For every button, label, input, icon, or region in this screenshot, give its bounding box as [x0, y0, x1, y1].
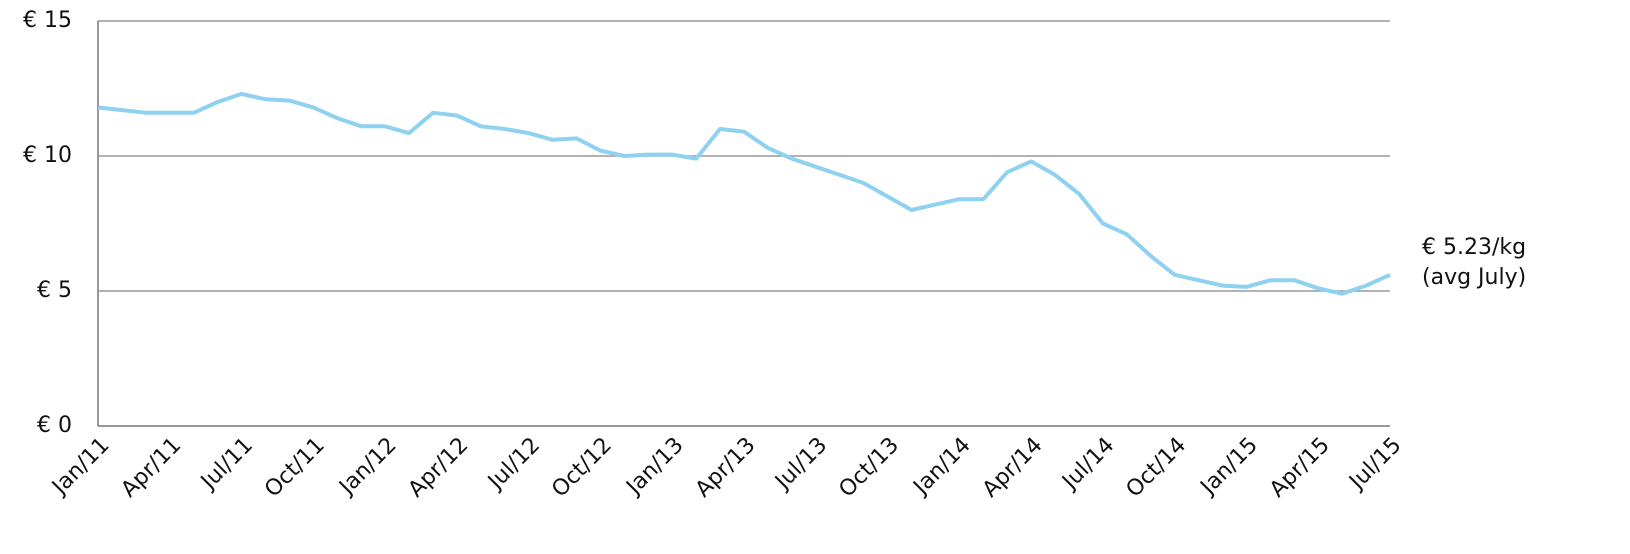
x-tick-label: Apr/15: [1265, 433, 1335, 503]
y-tick-label: € 15: [23, 8, 72, 33]
line-series: [97, 91, 1391, 296]
x-tick-label: Jan/11: [46, 433, 114, 501]
x-tick-label: Jan/15: [1195, 433, 1263, 501]
x-tick-label: Jul/15: [1344, 433, 1407, 496]
x-tick-label: Jul/14: [1056, 433, 1119, 496]
x-tick-label: Oct/13: [834, 433, 904, 503]
x-tick-label: Jul/13: [769, 433, 832, 496]
y-tick-label: € 0: [37, 413, 72, 438]
x-tick-label: Oct/11: [260, 433, 330, 503]
x-tick-label: Jul/11: [195, 433, 258, 496]
x-tick-label: Jan/12: [333, 433, 401, 501]
x-tick-label: Jul/12: [482, 433, 545, 496]
x-tick-label: Jan/14: [908, 433, 976, 501]
y-tick-label: € 5: [37, 278, 72, 303]
x-tick-label: Apr/14: [978, 433, 1048, 503]
x-tick-label: Oct/12: [547, 433, 617, 503]
x-tick-label: Apr/12: [404, 433, 474, 503]
annotation: € 5.23/kg: [1422, 235, 1526, 260]
x-tick-label: Apr/11: [117, 433, 187, 503]
annotation: (avg July): [1422, 265, 1526, 290]
x-tick-label: Oct/14: [1122, 433, 1192, 503]
x-tick-label: Jan/13: [621, 433, 689, 501]
x-tick-label: Apr/13: [691, 433, 761, 503]
y-tick-label: € 10: [23, 143, 72, 168]
